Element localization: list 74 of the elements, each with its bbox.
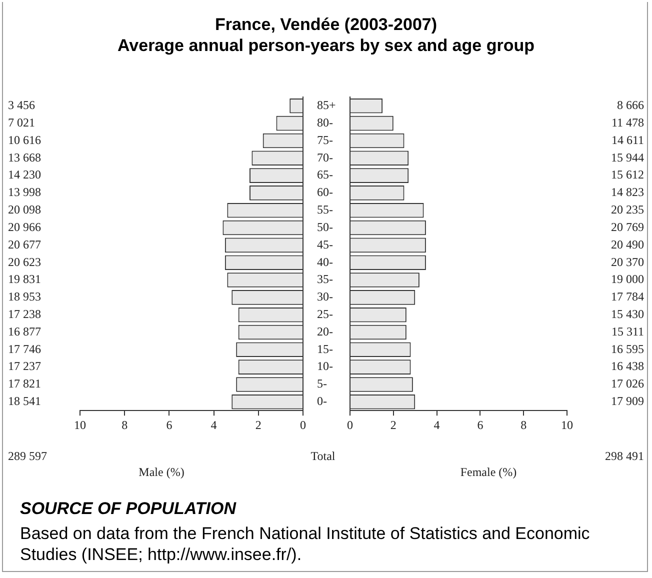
text: 298 491: [605, 448, 644, 463]
y-tick-label: 85+: [317, 98, 336, 112]
text: 20 370: [611, 254, 644, 269]
text: 18 541: [8, 394, 41, 408]
x-tick-label: 6: [477, 418, 484, 432]
y-tick-label: 80-: [317, 115, 333, 130]
text: 17 784: [611, 290, 644, 304]
x-tick-label: 8: [122, 418, 128, 432]
text: 15 311: [611, 324, 644, 338]
text: 13 998: [8, 185, 41, 200]
y-tick-label: 70-: [317, 150, 333, 164]
x-tick-label: 6: [166, 418, 172, 432]
text: 17 746: [8, 342, 41, 356]
y-tick-label: 60-: [317, 185, 333, 200]
y-tick-label: 65-: [317, 168, 333, 182]
y-tick-label: 15-: [317, 342, 333, 356]
text: 18 953: [8, 290, 41, 304]
y-tick-label: 55-: [317, 202, 333, 217]
text: 289 597: [8, 448, 47, 463]
x-tick-label: 2: [390, 418, 396, 432]
text: 15 430: [611, 306, 644, 321]
y-tick-label: 75-: [317, 132, 333, 147]
text: 14 611: [611, 132, 644, 147]
text: Based on data from the French National Institute of Statistics and Economic Studies (INSEE; http://www.insee.fr/).: [20, 523, 591, 565]
y-tick-label: 10-: [317, 359, 333, 374]
x-tick-label: 2: [255, 418, 262, 432]
x-tick-label: 4: [434, 418, 440, 432]
text: 20 769: [611, 220, 644, 234]
text: 20 235: [611, 202, 644, 217]
text: 19 000: [611, 272, 644, 286]
text: 8 666: [617, 98, 644, 112]
text: 14 823: [611, 185, 644, 200]
text: 20 677: [8, 237, 41, 252]
text: 15 944: [611, 150, 644, 164]
text: 3 456: [8, 98, 35, 112]
text: 17 238: [8, 306, 41, 321]
text: 19 831: [8, 272, 41, 286]
y-tick-label: 45-: [317, 237, 333, 252]
text: 11 478: [611, 115, 644, 130]
chart-title: France, Vendée (2003-2007) Average annual person-years by sex and age group: [116, 14, 536, 56]
x-axis-title: Male (%): [138, 464, 184, 479]
text: 20 490: [611, 237, 644, 252]
y-tick-label: 5-: [317, 376, 327, 391]
x-tick-label: 10: [74, 418, 86, 432]
y-tick-label: 25-: [317, 306, 333, 321]
source-note: SOURCE OF POPULATION: [20, 499, 236, 519]
text: 17 237: [8, 359, 41, 374]
x-tick-label: 0: [300, 418, 306, 432]
x-axis-title: Female (%): [460, 464, 517, 479]
text: 17 821: [8, 376, 41, 391]
x-tick-label: 0: [347, 418, 353, 432]
text: 7 021: [8, 115, 35, 130]
text: 15 612: [611, 168, 644, 182]
y-tick-label: 0-: [317, 394, 327, 408]
text: 13 668: [8, 150, 41, 164]
y-tick-label: 40-: [317, 254, 333, 269]
text: 20 098: [8, 202, 41, 217]
text: 14 230: [8, 168, 41, 182]
text: 20 966: [8, 220, 41, 234]
text: 10 616: [8, 132, 41, 147]
y-tick-label: 35-: [317, 272, 333, 286]
y-tick-label: 20-: [317, 324, 333, 338]
text: Total: [310, 448, 336, 463]
x-tick-label: 4: [210, 418, 217, 432]
text: 16 438: [611, 359, 644, 374]
x-tick-label: 8: [520, 418, 527, 432]
text: 16 595: [611, 342, 644, 356]
text: 17 909: [611, 394, 644, 408]
text: 20 623: [8, 254, 41, 269]
y-tick-label: 50-: [317, 220, 333, 234]
text: 16 877: [8, 324, 41, 338]
text: 17 026: [611, 376, 644, 391]
x-tick-label: 10: [561, 418, 573, 432]
y-tick-label: 30-: [317, 290, 333, 304]
